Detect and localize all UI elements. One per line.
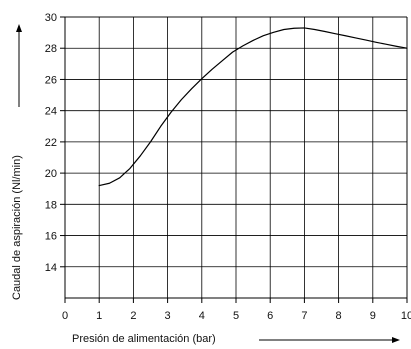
x-tick-label: 3	[165, 310, 171, 322]
y-tick-label: 28	[45, 43, 57, 55]
x-tick-label: 4	[199, 310, 205, 322]
y-tick-label: 24	[45, 106, 57, 118]
x-tick-label: 0	[62, 310, 68, 322]
y-axis-arrow	[16, 24, 22, 107]
y-tick-label: 22	[45, 137, 57, 149]
y-tick-label: 20	[45, 168, 57, 180]
y-axis-label: Caudal de aspiración (Nl/min)	[11, 155, 23, 300]
x-tick-label: 8	[336, 310, 342, 322]
y-tick-label: 16	[45, 231, 57, 243]
grid-layer	[64, 16, 408, 298]
x-tick-label: 6	[267, 310, 273, 322]
series-layer	[98, 27, 408, 187]
x-axis-label: Presión de alimentación (bar)	[72, 333, 216, 345]
x-tick-label: 5	[233, 310, 239, 322]
series-line	[98, 27, 408, 187]
x-axis-arrow	[259, 337, 400, 343]
ticks-layer: 14 16 18 20 22 24 26 28 30 0 1 2 3 4 5 6 7 8 9 10	[45, 12, 411, 322]
x-tick-label: 10	[401, 310, 411, 322]
x-tick-label: 1	[96, 310, 102, 322]
y-tick-label: 18	[45, 199, 57, 211]
y-tick-label: 14	[45, 262, 57, 274]
x-tick-label: 7	[301, 310, 307, 322]
x-tick-label: 2	[130, 310, 136, 322]
y-arrow-head	[16, 24, 22, 32]
x-tick-label: 9	[370, 310, 376, 322]
x-arrow-head	[392, 337, 400, 343]
y-tick-label: 30	[45, 12, 57, 24]
y-tick-label: 26	[45, 74, 57, 86]
